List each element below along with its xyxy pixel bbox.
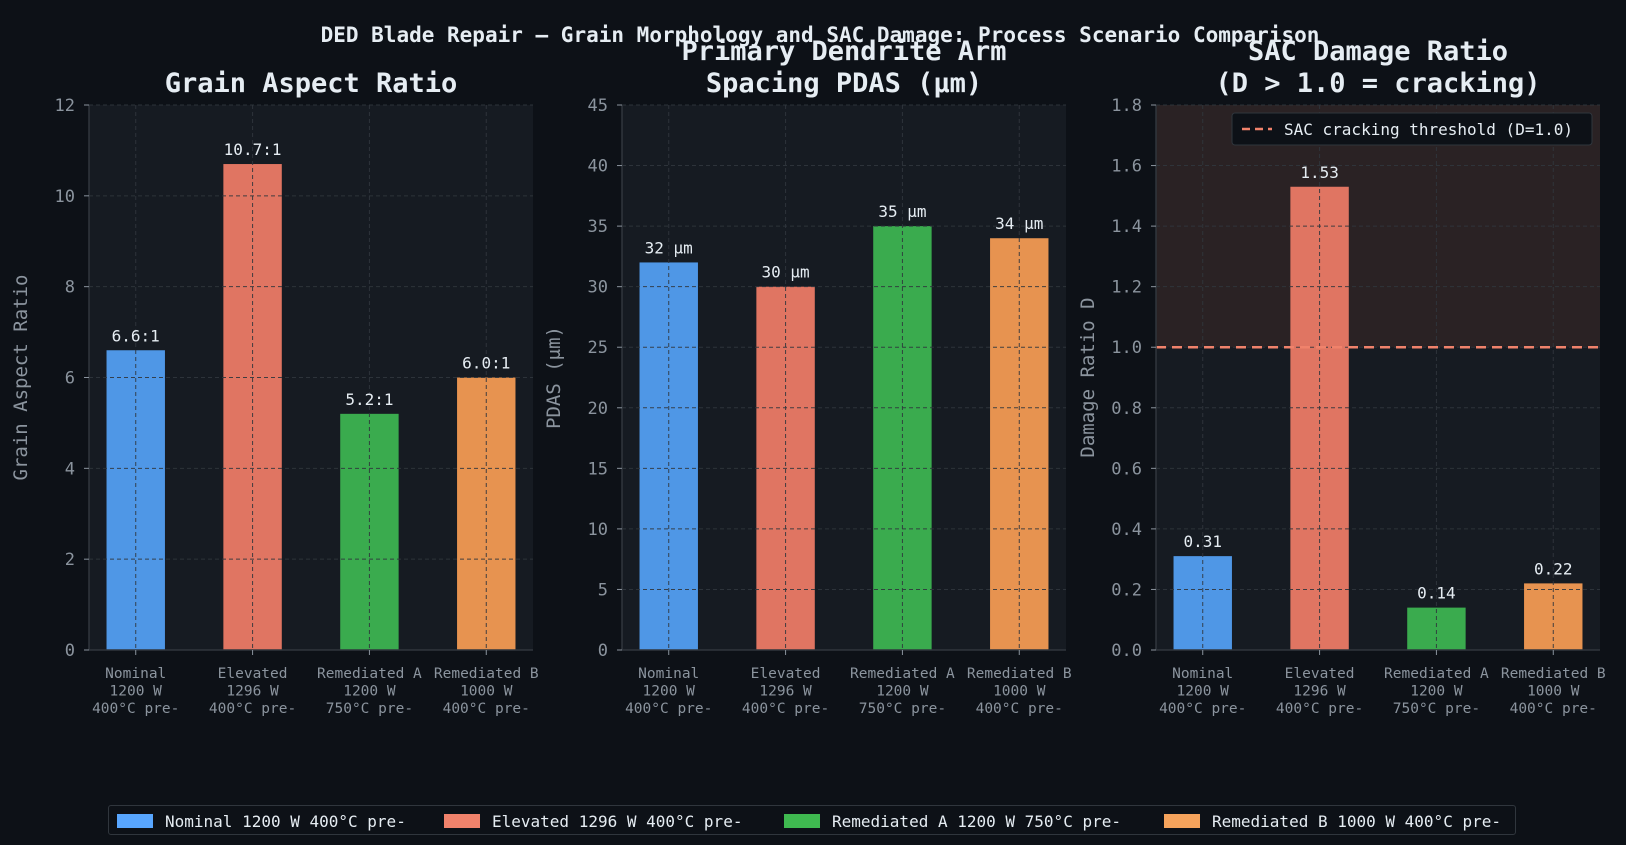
- panel-grain-aspect: 0 2 4 6 8 10 12 Grain Aspect Ratio Nominal 1200 W…: [10, 68, 539, 717]
- y-tick-label: 4: [65, 459, 75, 479]
- legend-label-remediated-b: Remediated B 1000 W 400°C pre-: [1212, 811, 1501, 831]
- legend-label-elevated: Elevated 1296 W 400°C pre-: [492, 811, 743, 831]
- y-tick-label: 10: [588, 520, 608, 540]
- y-axis-label: Damage Ratio D: [1077, 297, 1099, 457]
- data-label-elevated: 30 μm: [761, 263, 809, 282]
- y-axis-label: Grain Aspect Ratio: [10, 275, 32, 481]
- x-tick-label-nominal: Nominal 1200 W 400°C pre-: [625, 666, 712, 717]
- x-tick-label-nominal: Nominal 1200 W 400°C pre-: [92, 666, 179, 717]
- data-label-elevated: 1.53: [1300, 163, 1339, 182]
- data-label-remediated-a: 35 μm: [878, 202, 926, 221]
- x-tick-label-elevated: Elevated 1296 W 400°C pre-: [209, 666, 296, 717]
- y-tick-label: 0: [65, 641, 75, 661]
- data-label-remediated-a: 0.14: [1417, 584, 1456, 603]
- data-label-nominal: 6.6:1: [112, 326, 160, 345]
- x-tick-label-remediated-a: Remediated A 1200 W 750°C pre-: [850, 666, 955, 717]
- y-tick-label: 0.8: [1111, 399, 1142, 419]
- y-tick-label: 0.4: [1111, 520, 1142, 540]
- y-tick-label: 12: [55, 96, 75, 116]
- figure-title: DED Blade Repair — Grain Morphology and …: [321, 23, 1320, 47]
- chart-title-pdas: Primary Dendrite Arm Spacing PDAS (μm): [681, 36, 1006, 99]
- y-tick-label: 20: [588, 399, 608, 419]
- y-tick-label: 10: [55, 187, 75, 207]
- y-tick-label: 5: [598, 580, 608, 600]
- x-tick-label-remediated-b: Remediated B 1000 W 400°C pre-: [1501, 666, 1606, 717]
- panel-pdas: 0 5 10 15 20 25 30 35 40 45 PDAS (μm) Nominal 1200 W…: [543, 36, 1072, 717]
- panel-sac-damage: SAC cracking threshold (D=1.0) 0.0 0.2 0.4 0…: [1077, 36, 1606, 717]
- y-tick-label: 40: [588, 157, 608, 177]
- figure-legend: Nominal 1200 W 400°C pre- Elevated 1296 …: [108, 805, 1516, 835]
- y-tick-label: 15: [588, 459, 608, 479]
- x-tick-label-remediated-a: Remediated A 1200 W 750°C pre-: [1384, 666, 1489, 717]
- legend-swatch-elevated: [444, 814, 480, 828]
- legend-swatch-nominal: [117, 814, 153, 828]
- y-tick-label: 1.0: [1111, 338, 1142, 358]
- chart-title-sac-damage: SAC Damage Ratio (D > 1.0 = cracking): [1215, 36, 1540, 99]
- legend-item-remediated-a: Remediated A 1200 W 750°C pre-: [784, 806, 1121, 836]
- legend-swatch-remediated-a: [784, 814, 820, 828]
- data-label-elevated: 10.7:1: [224, 140, 282, 159]
- legend-item-elevated: Elevated 1296 W 400°C pre-: [444, 806, 742, 836]
- bar-remediated-a: [1407, 607, 1466, 650]
- y-tick-label: 0.0: [1111, 641, 1142, 661]
- x-tick-label-elevated: Elevated 1296 W 400°C pre-: [742, 666, 829, 717]
- data-label-nominal: 0.31: [1183, 532, 1222, 551]
- y-tick-label: 35: [588, 217, 608, 237]
- x-tick-label-remediated-a: Remediated A 1200 W 750°C pre-: [317, 666, 422, 717]
- y-tick-label: 1.6: [1111, 157, 1142, 177]
- y-tick-label: 30: [588, 278, 608, 298]
- legend-item-remediated-b: Remediated B 1000 W 400°C pre-: [1164, 806, 1501, 836]
- data-label-remediated-a: 5.2:1: [345, 390, 393, 409]
- data-label-nominal: 32 μm: [645, 238, 693, 257]
- y-tick-label: 0.2: [1111, 580, 1142, 600]
- y-tick-label: 0: [598, 641, 608, 661]
- x-tick-label-elevated: Elevated 1296 W 400°C pre-: [1276, 666, 1363, 717]
- legend-label-nominal: Nominal 1200 W 400°C pre-: [165, 811, 406, 831]
- y-tick-label: 1.8: [1111, 96, 1142, 116]
- threshold-legend-label: SAC cracking threshold (D=1.0): [1284, 120, 1573, 139]
- y-tick-label: 25: [588, 338, 608, 358]
- y-tick-label: 8: [65, 278, 75, 298]
- y-tick-label: 1.2: [1111, 278, 1142, 298]
- data-label-remediated-b: 6.0:1: [462, 354, 510, 373]
- chart-title-grain-aspect: Grain Aspect Ratio: [165, 68, 458, 99]
- y-tick-label: 0.6: [1111, 459, 1142, 479]
- y-tick-label: 45: [588, 96, 608, 116]
- x-tick-label-remediated-b: Remediated B 1000 W 400°C pre-: [434, 666, 539, 717]
- x-tick-label-nominal: Nominal 1200 W 400°C pre-: [1159, 666, 1246, 717]
- data-label-remediated-b: 0.22: [1534, 559, 1573, 578]
- legend-swatch-remediated-b: [1164, 814, 1200, 828]
- y-axis-label: PDAS (μm): [543, 326, 565, 429]
- data-label-remediated-b: 34 μm: [995, 214, 1043, 233]
- bar-elevated: [1290, 186, 1349, 650]
- y-tick-label: 6: [65, 369, 75, 389]
- legend-label-remediated-a: Remediated A 1200 W 750°C pre-: [832, 811, 1121, 831]
- y-tick-label: 2: [65, 550, 75, 570]
- threshold-legend-box: [1231, 112, 1593, 146]
- legend-item-nominal: Nominal 1200 W 400°C pre-: [117, 806, 406, 836]
- y-tick-label: 1.4: [1111, 217, 1142, 237]
- x-tick-label-remediated-b: Remediated B 1000 W 400°C pre-: [967, 666, 1072, 717]
